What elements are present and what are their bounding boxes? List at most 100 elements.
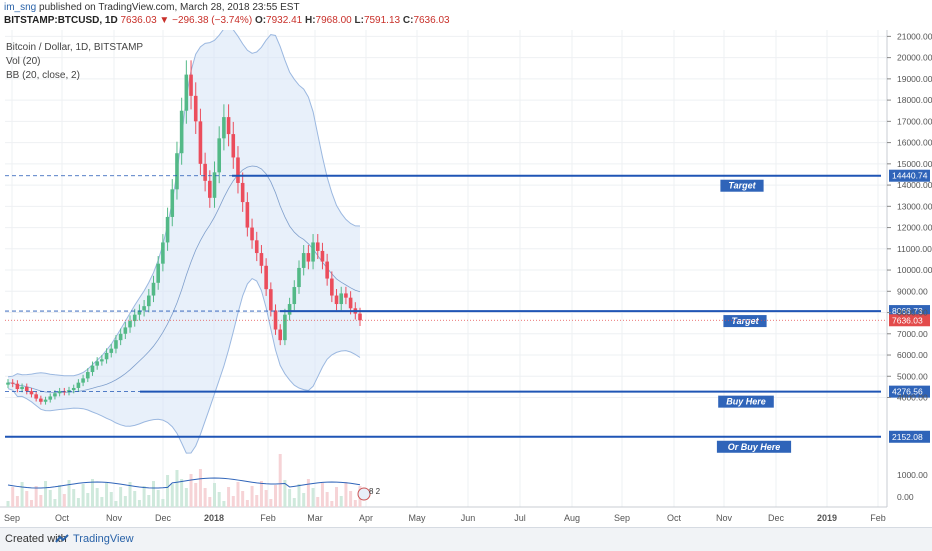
candle-body	[20, 386, 24, 390]
candle-body	[311, 242, 315, 262]
volume-bar	[255, 495, 259, 507]
volume-bar	[44, 481, 48, 507]
candle-body	[142, 306, 146, 311]
volume-bar	[241, 491, 245, 507]
legend-bb[interactable]: BB (20, close, 2)	[6, 70, 80, 81]
candle-body	[71, 387, 76, 391]
volume-bar	[264, 490, 268, 507]
volume-bar	[259, 481, 263, 507]
volume-bar	[48, 490, 52, 507]
level-note-label: Buy Here	[726, 397, 766, 407]
current-price-tag	[889, 314, 930, 327]
price-tick-label: 6000.00	[897, 350, 928, 360]
price-axis: 21000.00 20000.00 19000.00 18000.00 17000.00…	[887, 31, 932, 502]
candle-body	[226, 117, 231, 135]
candle-body	[15, 383, 20, 390]
author-link[interactable]: im_sng	[4, 2, 37, 13]
volume-bar	[147, 495, 151, 507]
chart-grid	[0, 30, 932, 508]
volume-bar	[311, 488, 315, 507]
candle-body	[29, 391, 34, 395]
time-tick-label: Nov	[716, 513, 733, 523]
candle-body	[306, 253, 311, 262]
volume-bar	[81, 484, 85, 507]
volume-bar	[76, 498, 80, 507]
candle-body	[222, 117, 226, 139]
volume-bar	[203, 488, 207, 507]
volume-bar	[213, 483, 217, 507]
time-tick-label: 2018	[204, 513, 224, 523]
close-value: 7636.03	[413, 15, 450, 26]
price-tick-label: 20000.00	[897, 53, 932, 63]
level-note-box	[720, 179, 764, 192]
tradingview-logo-icon	[55, 534, 69, 543]
time-axis: Sep Oct Nov Dec 2018 Feb Mar Apr May Jun Jul Aug Sep…	[4, 513, 886, 523]
volume-bar	[142, 486, 146, 507]
volume-bar	[100, 497, 104, 507]
candle-body	[179, 110, 184, 154]
bollinger-fill	[8, 30, 360, 454]
time-tick-label: Nov	[106, 513, 123, 523]
volume-bar	[86, 493, 90, 507]
volume-bar	[302, 493, 306, 507]
candle-body	[48, 396, 53, 400]
candle-body	[118, 333, 123, 341]
time-tick-label: Oct	[667, 513, 682, 523]
candle-body	[76, 382, 81, 388]
volume-bar	[325, 492, 329, 507]
candle-body	[34, 394, 38, 399]
level-note-box	[718, 395, 774, 408]
price-chart[interactable]: 14440.74 Target 8068.73 Target 4276.56 Buy He…	[0, 30, 932, 527]
candle-body	[358, 313, 362, 321]
candle-body	[297, 267, 301, 288]
level-price-tag	[889, 305, 930, 318]
time-tick-label: Feb	[870, 513, 886, 523]
volume-bar	[297, 484, 301, 507]
time-tick-label: May	[408, 513, 426, 523]
volume-bar	[227, 487, 231, 507]
price-tick-label: 11000.00	[897, 244, 932, 254]
legend-volume[interactable]: Vol (20)	[6, 56, 41, 67]
volume-bar	[128, 482, 132, 507]
volume-bar	[292, 498, 296, 507]
volume-bar	[123, 496, 127, 507]
candle-body	[137, 310, 142, 315]
candle-body	[104, 352, 109, 360]
level-note-label: Target	[731, 316, 759, 326]
time-tick-label: Dec	[155, 513, 172, 523]
level-note-box	[716, 440, 792, 453]
volume-tick-label: 0.00	[897, 492, 914, 502]
open-value: 7932.41	[266, 15, 303, 26]
volume-bar	[72, 489, 76, 507]
volume-bar	[175, 470, 179, 507]
candle-body	[184, 74, 189, 111]
candle-body	[85, 372, 90, 379]
volume-bar	[217, 492, 221, 507]
price-tick-label: 19000.00	[897, 74, 932, 84]
candle-body	[161, 242, 165, 264]
axis-background	[887, 30, 932, 507]
candle-body	[10, 382, 15, 384]
candle-body	[212, 172, 217, 198]
time-tick-label: Oct	[55, 513, 70, 523]
volume-bar	[25, 491, 29, 507]
candle-body	[339, 293, 344, 305]
candle-body	[325, 261, 329, 279]
candle-body	[245, 202, 250, 228]
volume-bar	[95, 488, 99, 507]
legend-title: Bitcoin / Dollar, 1D, BITSTAMP	[6, 42, 144, 53]
created-with-label: Created with	[5, 533, 67, 545]
price-tick-label: 15000.00	[897, 159, 932, 169]
volume-bar	[161, 499, 165, 507]
volume-tick-label: 1000.00	[897, 470, 928, 480]
time-tick-label: Jun	[461, 513, 476, 523]
candle-body	[254, 240, 259, 254]
symbol-name[interactable]: BITSTAMP:BTCUSD, 1D	[4, 15, 118, 26]
low-label: L:	[354, 15, 364, 26]
price-tick-label: 5000.00	[897, 371, 928, 381]
volume-bar	[109, 492, 113, 507]
candle-body	[208, 180, 212, 198]
tradingview-brand-link[interactable]: TradingView	[73, 533, 134, 545]
candle-body	[292, 287, 297, 305]
candle-body	[250, 227, 254, 241]
